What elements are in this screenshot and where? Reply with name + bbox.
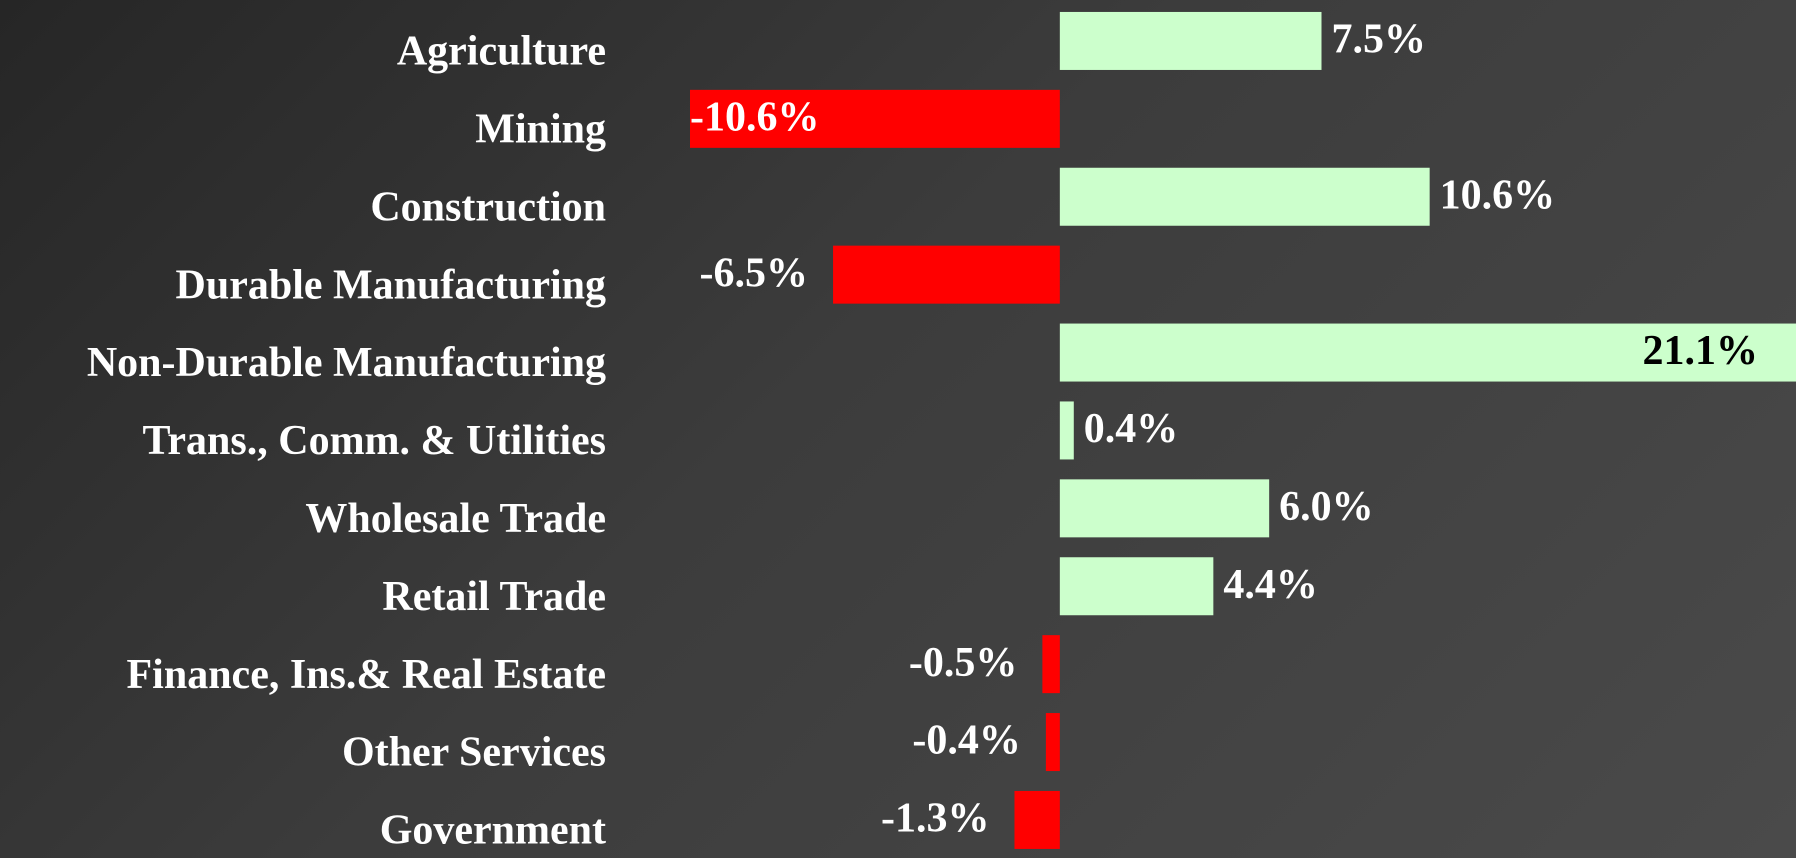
bar bbox=[1059, 479, 1270, 538]
value-label: 4.4% bbox=[1223, 562, 1318, 608]
category-label: Mining bbox=[475, 106, 606, 152]
bar bbox=[1042, 635, 1060, 694]
category-label: Finance, Ins.& Real Estate bbox=[127, 652, 606, 698]
value-label: -10.6% bbox=[690, 94, 820, 140]
value-label: -1.3% bbox=[881, 796, 990, 842]
bar bbox=[1014, 790, 1060, 849]
bar bbox=[1059, 557, 1214, 616]
category-label: Wholesale Trade bbox=[305, 496, 606, 542]
bar bbox=[1045, 713, 1060, 772]
value-label: -0.4% bbox=[912, 718, 1021, 764]
category-label: Construction bbox=[370, 184, 606, 230]
value-label: 10.6% bbox=[1440, 172, 1556, 218]
value-label: 21.1% bbox=[1643, 328, 1759, 374]
value-label: -0.5% bbox=[909, 640, 1018, 686]
bar bbox=[1059, 167, 1430, 226]
category-label: Retail Trade bbox=[382, 574, 606, 620]
value-label: 7.5% bbox=[1332, 17, 1427, 63]
bar bbox=[1059, 323, 1796, 382]
category-label: Government bbox=[380, 808, 606, 854]
category-label: Other Services bbox=[342, 730, 606, 776]
bar bbox=[1059, 11, 1322, 70]
category-label: Durable Manufacturing bbox=[176, 262, 607, 308]
value-label: 0.4% bbox=[1084, 406, 1179, 452]
value-label: -6.5% bbox=[700, 250, 809, 296]
bar bbox=[833, 245, 1060, 304]
value-label: 6.0% bbox=[1279, 484, 1374, 530]
category-label: Agriculture bbox=[397, 29, 606, 75]
category-label: Trans., Comm. & Utilities bbox=[143, 418, 607, 464]
bar bbox=[1059, 401, 1074, 460]
bar bbox=[690, 89, 1060, 148]
category-label: Non-Durable Manufacturing bbox=[87, 340, 606, 386]
